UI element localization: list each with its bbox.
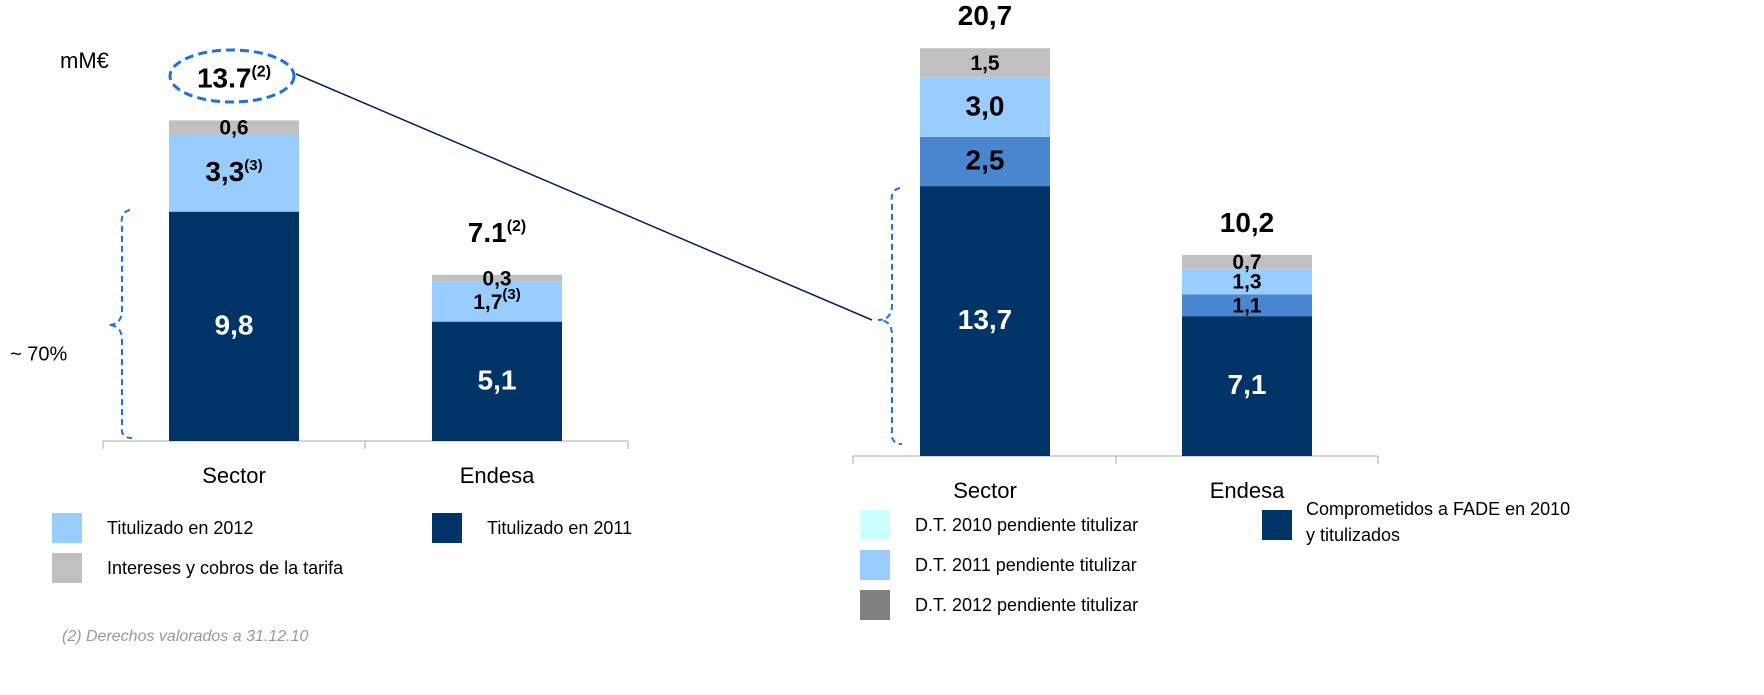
total-label-text: 7.1	[468, 217, 507, 248]
legend-label: D.T. 2011 pendiente titulizar	[915, 555, 1137, 575]
value-label-text: 5,1	[478, 365, 517, 396]
footnote: (2) Derechos valorados a 31.12.10	[62, 628, 308, 645]
legend-label: Titulizado en 2011	[487, 518, 632, 538]
x-tick-label: Endesa	[1210, 478, 1285, 503]
value-label-text: 0,6	[219, 116, 248, 139]
bar-segment	[1182, 294, 1312, 317]
legend-swatch	[860, 590, 890, 620]
value-label-text: 1,5	[970, 52, 1000, 75]
bar-segment	[920, 136, 1050, 187]
value-label-text: 0,3	[482, 267, 511, 290]
total-note: (2)	[251, 64, 271, 81]
value-label-text: 9,8	[215, 310, 254, 341]
value-label: 9,8	[215, 310, 254, 341]
units-label: mM€	[60, 48, 109, 73]
brace	[877, 187, 903, 445]
legend-label: D.T. 2010 pendiente titulizar	[915, 515, 1138, 535]
bar-segment	[1182, 268, 1312, 295]
bar-segment	[1182, 316, 1312, 456]
bar-segment	[432, 321, 562, 441]
x-tick-label: Sector	[202, 463, 266, 488]
bar-segment	[432, 274, 562, 282]
bar-segment	[1182, 255, 1312, 269]
legend-wrap: Comprometidos a FADE en 2010 y titulizad…	[1306, 499, 1571, 545]
value-label-text: 3,0	[966, 91, 1005, 122]
brace	[107, 209, 133, 439]
legend-swatch	[52, 553, 82, 583]
total-label: 10,2	[1220, 207, 1275, 238]
bar-segment	[920, 186, 1050, 457]
value-label-text: 1,7	[473, 290, 502, 313]
legend-swatch	[860, 550, 890, 580]
total-label: 7.1(2)	[468, 217, 527, 248]
total-label-text: 13.7	[197, 63, 252, 94]
bar-segment	[432, 281, 562, 322]
bar-segment	[169, 211, 299, 441]
value-label: 1,3	[1232, 270, 1261, 293]
value-label: 13,7	[958, 304, 1013, 335]
value-label: 1,5	[970, 52, 1000, 75]
value-note: (3)	[502, 286, 520, 303]
value-label-text: 13,7	[958, 304, 1013, 335]
total-label: 20,7	[958, 1, 1013, 32]
value-label-text: 0,7	[1232, 251, 1261, 274]
legend-swatch	[860, 510, 890, 540]
value-note: (3)	[244, 157, 262, 174]
total-note: (2)	[507, 218, 527, 235]
legend-label: Titulizado en 2012	[107, 518, 253, 538]
highlight-ellipse	[168, 48, 296, 104]
legend-swatch	[1262, 510, 1292, 540]
bar-segment	[920, 77, 1050, 137]
value-label: 3,3(3)	[205, 156, 262, 187]
bar-segment	[169, 134, 299, 212]
total-label-text: 20,7	[958, 1, 1013, 32]
value-label: 7,1	[1228, 369, 1267, 400]
bar-segment	[920, 48, 1050, 78]
value-label: 0,6	[219, 116, 248, 139]
value-label-text: 2,5	[966, 145, 1005, 176]
legend-swatch	[432, 513, 462, 543]
value-label: 2,5	[966, 145, 1005, 176]
legend-label: D.T. 2012 pendiente titulizar	[915, 595, 1138, 615]
total-label-text: 10,2	[1220, 207, 1275, 238]
x-tick-label: Sector	[953, 478, 1017, 503]
value-label: 5,1	[478, 365, 517, 396]
value-label: 1,7(3)	[473, 286, 521, 314]
value-label-text: 1,3	[1232, 270, 1261, 293]
share-note: ~ 70%	[10, 343, 67, 365]
value-label: 3,0	[966, 91, 1005, 122]
value-label: 0,3	[482, 267, 511, 290]
value-label-text: 7,1	[1228, 369, 1267, 400]
legend-swatch	[52, 513, 82, 543]
legend-label: Intereses y cobros de la tarifa	[107, 558, 344, 578]
x-tick-label: Endesa	[460, 463, 535, 488]
value-label: 1,1	[1232, 294, 1262, 317]
value-label-text: 3,3	[205, 156, 244, 187]
value-label: 0,7	[1232, 251, 1261, 274]
legend-label: Comprometidos a FADE en 2010 y titulizad…	[1306, 499, 1571, 545]
bar-segment	[169, 120, 299, 135]
connector-line	[295, 73, 873, 321]
value-label-text: 1,1	[1232, 294, 1262, 317]
total-label: 13.7(2)	[197, 63, 271, 94]
